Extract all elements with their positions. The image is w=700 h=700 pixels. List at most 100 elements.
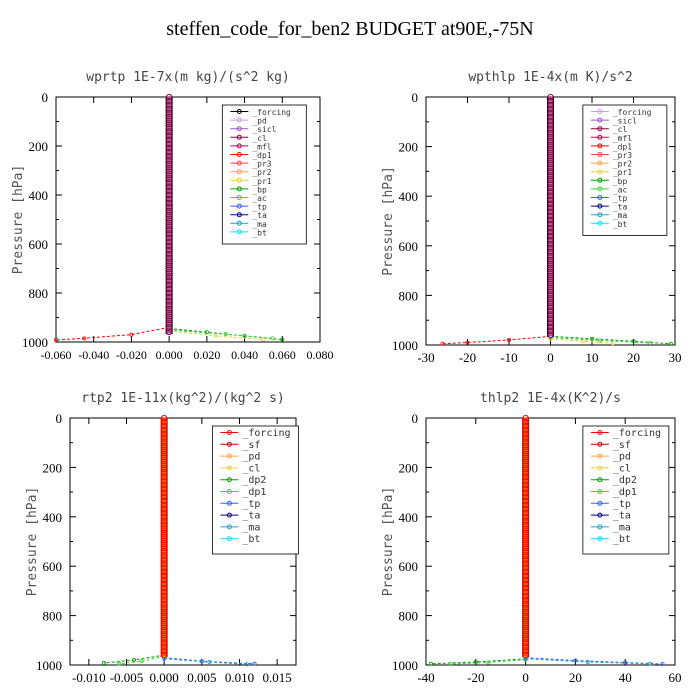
- y-axis-label: Pressure [hPa]: [381, 487, 396, 597]
- legend-label: _mfl: [252, 142, 271, 151]
- data-point: [581, 339, 586, 344]
- data-point: [610, 341, 615, 346]
- x-tick-label: -20: [459, 350, 476, 365]
- legend-marker: [226, 477, 232, 483]
- legend-label: _mfl: [613, 134, 632, 143]
- legend-marker: [597, 430, 603, 435]
- x-tick-label: 0.015: [263, 670, 292, 685]
- legend-marker: [236, 152, 242, 157]
- legend-marker: [597, 177, 603, 183]
- x-tick-label: -40: [417, 670, 434, 685]
- legend-label: _cl: [242, 463, 260, 474]
- x-tick-label: 60: [669, 670, 682, 685]
- legend-label: _forcing: [242, 428, 290, 439]
- panel-3: rtp2 1E-11x(kg^2)/(kg^2 s) Pressure [hPa]…: [25, 391, 299, 685]
- legend-marker: [597, 186, 603, 192]
- y-tick-label: 0: [56, 411, 63, 426]
- legend-marker: [236, 177, 242, 183]
- y-tick-label: 400: [43, 510, 63, 525]
- legend-marker: [597, 117, 603, 123]
- profile-line: [550, 338, 613, 344]
- legend-label: _dp1: [242, 487, 266, 498]
- y-axis-label: Pressure [hPa]: [25, 487, 40, 597]
- profile-line: [169, 330, 264, 341]
- x-tick-label: 0.060: [269, 348, 296, 362]
- legend-marker: [236, 195, 242, 200]
- legend-label: _cl: [613, 463, 631, 474]
- legend-label: _ma: [252, 220, 267, 229]
- legend-label: _pr1: [252, 177, 271, 186]
- x-tick-label: 0.080: [307, 348, 334, 362]
- data-point: [660, 662, 665, 667]
- legend-label: _ta: [613, 511, 631, 522]
- legend-label: _pd: [242, 452, 260, 463]
- x-tick-label: 0.005: [187, 670, 216, 685]
- profile-line: [442, 335, 551, 345]
- legend-marker: [597, 477, 603, 483]
- legend-marker: [226, 441, 232, 447]
- legend-label: _forcing: [613, 108, 652, 117]
- profile-line: [55, 326, 170, 341]
- legend-label: _pd: [252, 117, 267, 126]
- y-tick-label: 0: [412, 411, 419, 426]
- profile-line: [550, 335, 671, 345]
- legend-marker: [236, 117, 242, 123]
- legend-label: _sf: [613, 440, 631, 451]
- legend-box: [211, 425, 299, 555]
- legend-marker: [226, 453, 232, 459]
- y-tick-label: 1000: [392, 338, 418, 353]
- data-point: [214, 333, 219, 338]
- y-tick-label: 600: [399, 559, 419, 574]
- legend-marker: [597, 465, 603, 471]
- legend-label: _bt: [613, 534, 631, 545]
- data-point: [245, 662, 250, 667]
- legend-label: _dp1: [613, 487, 637, 498]
- y-tick-label: 800: [29, 286, 49, 301]
- data-point: [129, 332, 134, 337]
- panel-title: rtp2 1E-11x(kg^2)/(kg^2 s): [81, 391, 285, 406]
- y-tick-label: 200: [399, 460, 419, 475]
- profile-line: [169, 329, 273, 339]
- legend-label: _forcing: [252, 108, 291, 117]
- data-point: [668, 341, 673, 346]
- data-point: [573, 658, 578, 663]
- legend-box: [221, 104, 307, 245]
- y-tick-label: 1000: [392, 658, 418, 673]
- legend-label: _dp1: [613, 142, 632, 151]
- x-tick-label: 40: [619, 670, 632, 685]
- figure-title: steffen_code_for_ben2 BUDGET at90E,-75N: [166, 18, 534, 40]
- legend-marker: [226, 536, 232, 542]
- legend-label: _pr1: [613, 168, 632, 177]
- panel-title: wpthlp 1E-4x(m K)/s^2: [468, 70, 632, 85]
- data-point: [465, 340, 470, 345]
- legend-marker: [597, 152, 603, 157]
- profile-line: [450, 659, 526, 665]
- legend-label: _tp: [613, 499, 631, 510]
- x-tick-label: -0.005: [110, 670, 144, 685]
- legend-marker: [236, 109, 242, 114]
- legend-label: _bp: [252, 185, 267, 194]
- legend-marker: [597, 203, 603, 209]
- x-tick-label: 20: [569, 670, 582, 685]
- panel-title: wprtp 1E-7x(m kg)/(s^2 kg): [86, 70, 290, 85]
- legend-label: _pr2: [613, 160, 632, 169]
- legend-label: _sf: [242, 440, 260, 451]
- x-tick-label: 0.000: [150, 670, 179, 685]
- x-tick-label: -10: [500, 350, 517, 365]
- y-tick-label: 400: [399, 189, 419, 204]
- legend-label: _ta: [252, 211, 267, 220]
- x-tick-label: -0.060: [41, 348, 72, 362]
- y-tick-label: 200: [43, 460, 63, 475]
- y-tick-label: 0: [412, 90, 419, 105]
- y-tick-label: 600: [399, 239, 419, 254]
- legend-marker: [597, 536, 603, 542]
- legend-marker: [226, 430, 232, 435]
- data-point: [448, 662, 453, 667]
- legend-marker: [236, 169, 242, 175]
- y-tick-label: 400: [29, 188, 49, 203]
- legend-label: _ta: [613, 203, 628, 212]
- legend-label: _pr3: [252, 160, 271, 169]
- legend-label: _bp: [613, 177, 628, 186]
